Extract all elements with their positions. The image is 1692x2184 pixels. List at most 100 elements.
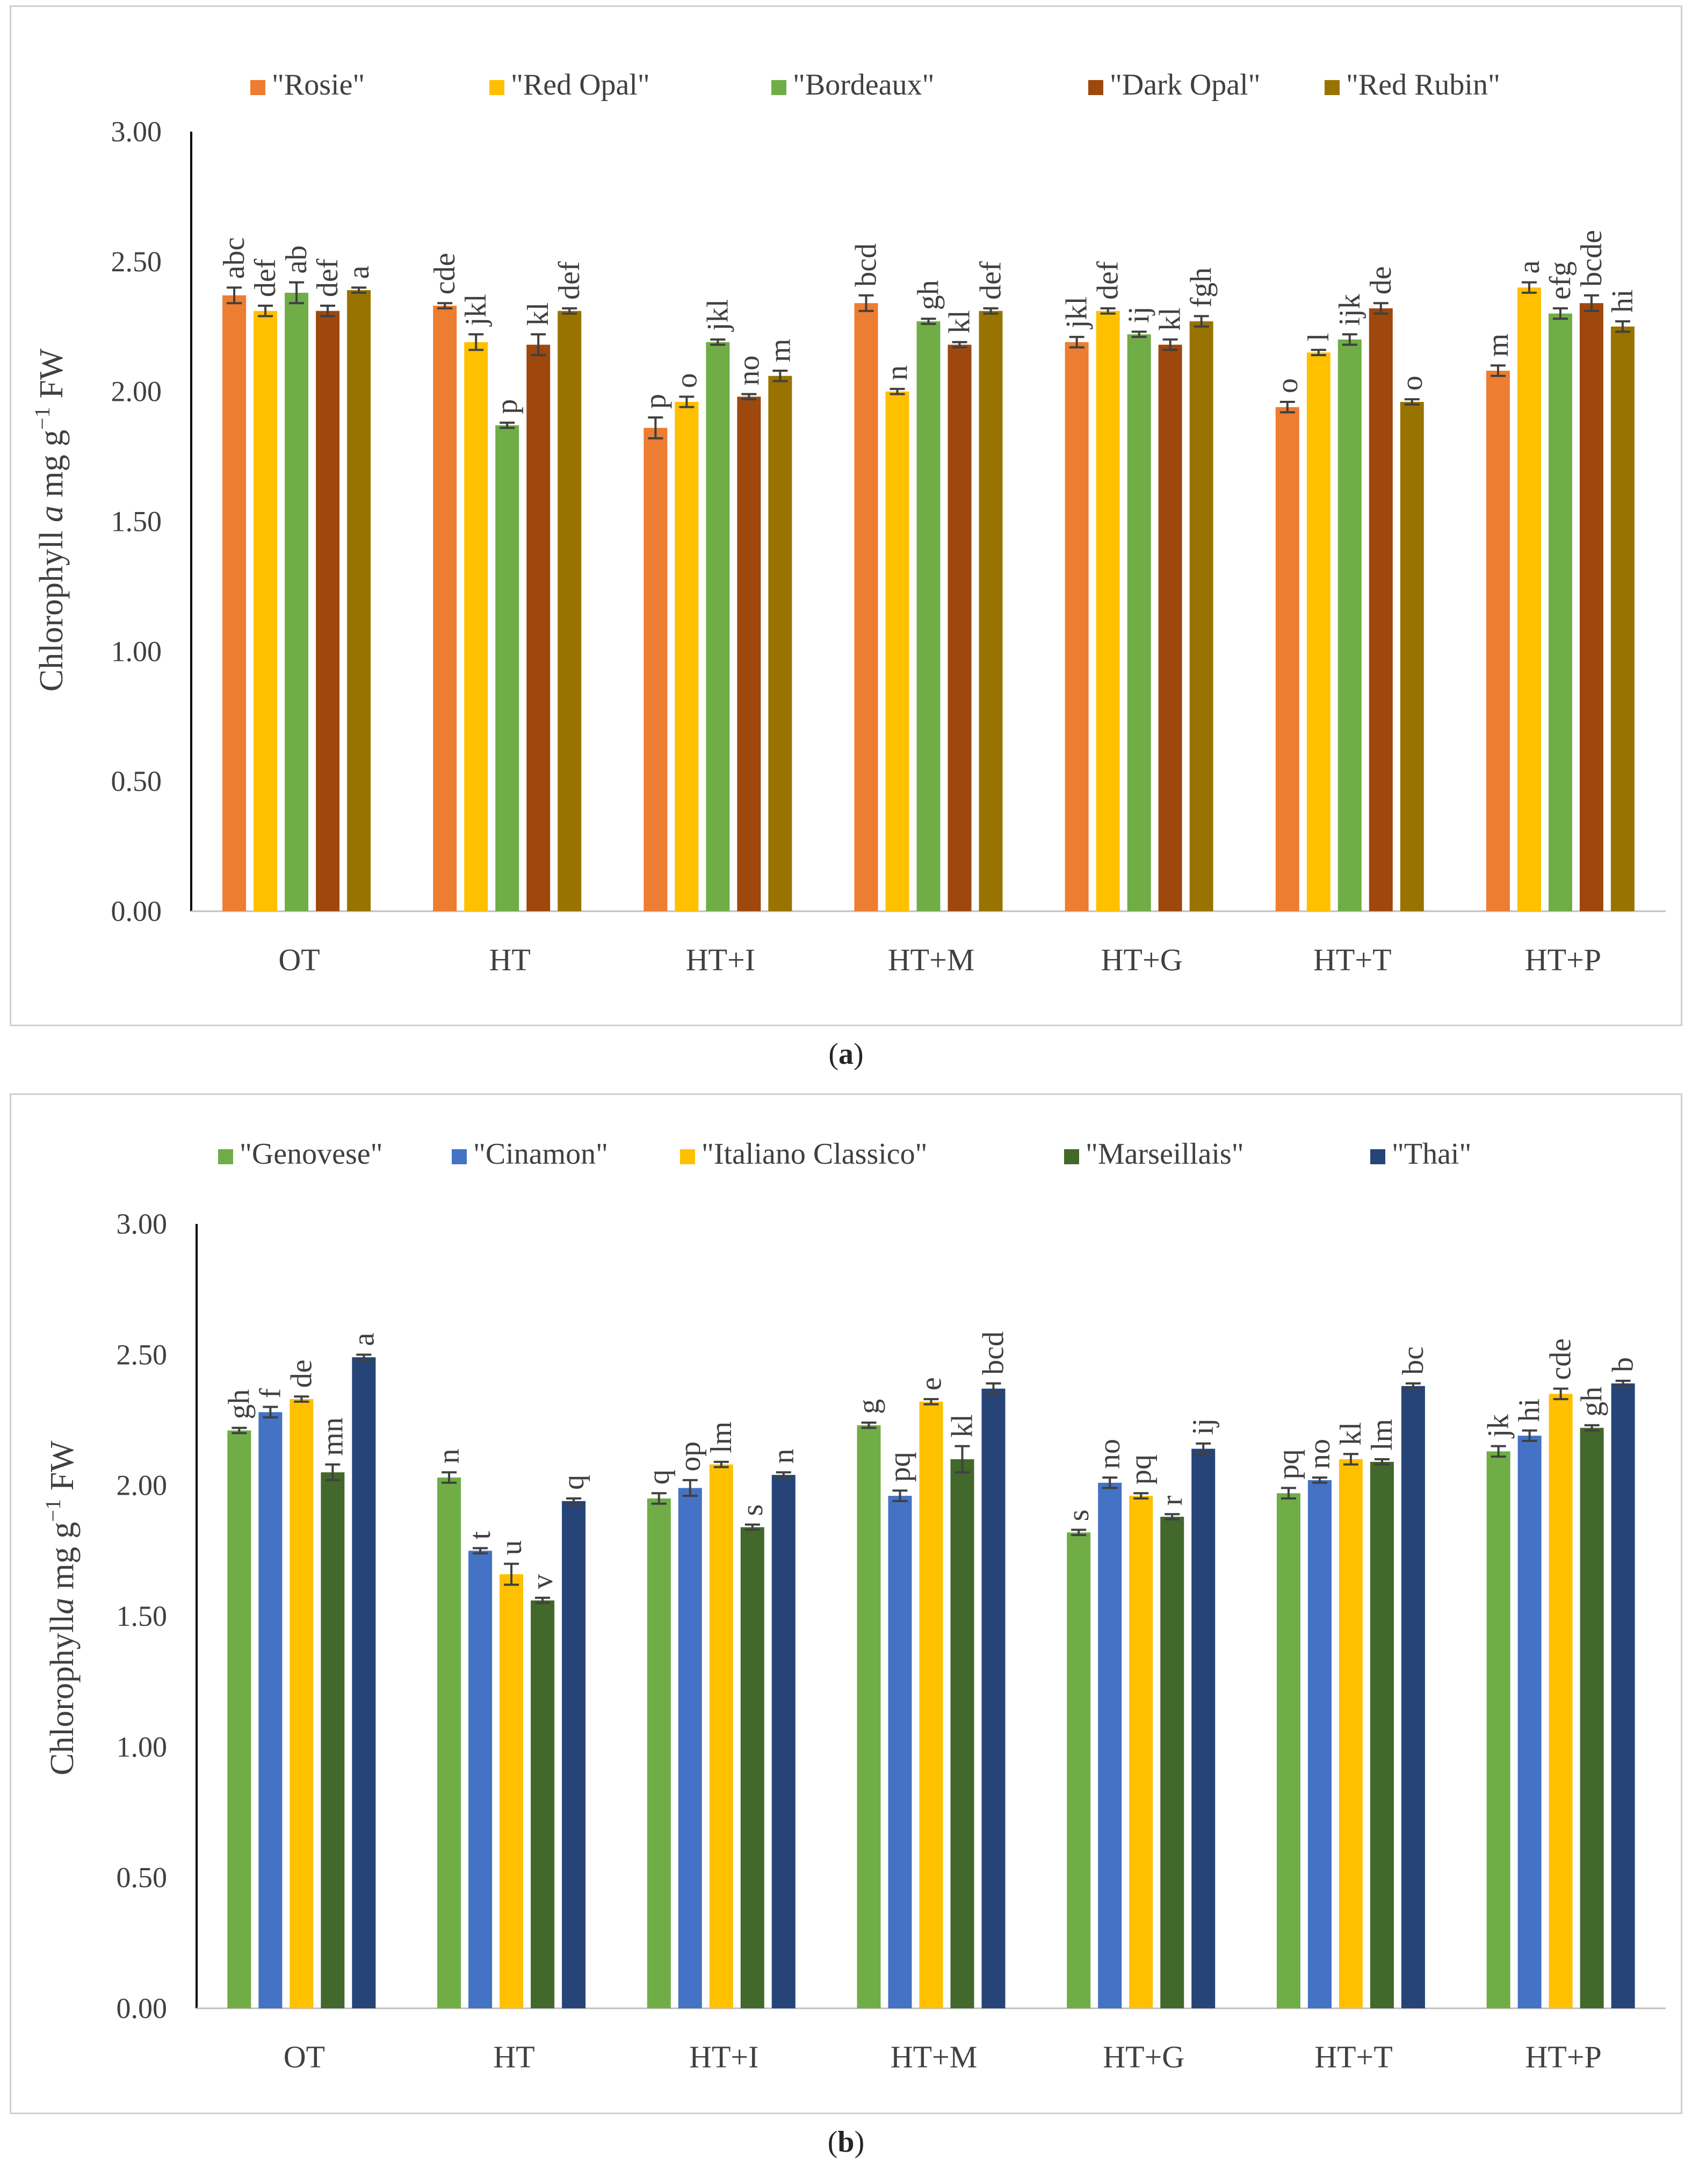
significance-letter: o <box>1271 378 1304 393</box>
y-axis-label-part: −1 <box>30 407 54 430</box>
bar <box>1339 1459 1363 2008</box>
significance-letter: op <box>674 1441 707 1472</box>
significance-letter: def <box>249 258 282 297</box>
significance-letter: v <box>526 1574 559 1589</box>
significance-letter: cde <box>1544 1338 1578 1380</box>
bar <box>709 1464 733 2008</box>
significance-letter: n <box>881 365 914 380</box>
bar <box>500 1574 524 2008</box>
significance-letter: def <box>1091 261 1125 300</box>
bar <box>316 311 340 911</box>
chart-panel-a: "Rosie" "Red Opal" "Bordeaux" "Dark Opal" "R… <box>10 5 1682 1026</box>
y-axis-label: Chlorophylla mg g−1 FW <box>41 1440 81 1775</box>
bar <box>285 292 309 912</box>
bar <box>1369 308 1393 911</box>
legend-swatch-0 <box>218 1149 233 1164</box>
bar <box>222 295 247 912</box>
legend-label-1: "Cinamon" <box>473 1137 608 1171</box>
significance-letter: abc <box>218 237 251 279</box>
bar <box>1191 1448 1216 2008</box>
y-axis-label-part: FW <box>44 1440 81 1499</box>
bar <box>1486 370 1510 911</box>
bar <box>950 1459 974 2008</box>
significance-letter: r <box>1155 1495 1189 1505</box>
significance-letter: e <box>915 1377 948 1390</box>
bar <box>888 1496 912 2008</box>
bar <box>1579 303 1603 911</box>
legend-label-0: "Genovese" <box>240 1137 383 1171</box>
chart-b-svg: "Genovese" "Cinamon" "Italiano Classico" "M… <box>41 1137 1666 2074</box>
y-tick-label: 3.00 <box>111 116 162 148</box>
x-tick-label: HT+T <box>1314 2039 1392 2074</box>
significance-letter: ijk <box>1333 294 1366 326</box>
y-tick-label: 2.50 <box>117 1338 168 1371</box>
significance-letter: lm <box>1365 1419 1399 1451</box>
y-tick-label: 0.50 <box>117 1862 168 1894</box>
bar <box>1096 311 1120 911</box>
legend-swatch-2 <box>771 80 786 95</box>
bar <box>531 1600 555 2008</box>
significance-letter: fgh <box>1185 268 1218 308</box>
significance-letter: def <box>311 258 344 297</box>
bar <box>495 425 519 911</box>
bar <box>1276 1493 1300 2008</box>
bar <box>433 306 457 911</box>
significance-letter: p <box>490 399 524 414</box>
bar <box>1275 407 1299 911</box>
y-tick-label: 2.00 <box>111 376 162 408</box>
significance-letter: l <box>1302 333 1335 342</box>
panel-caption-b: (b) <box>827 2125 865 2159</box>
y-axis-label-part: Chlorophyll <box>44 1614 81 1776</box>
bar <box>1160 1517 1184 2008</box>
bar <box>1517 287 1541 912</box>
y-axis-label-part: FW <box>33 348 70 407</box>
x-tick-label: HT+G <box>1101 942 1183 977</box>
bar <box>1189 321 1213 911</box>
legend-swatch-0 <box>250 80 265 95</box>
legend-label-1: "Red Opal" <box>511 68 650 102</box>
y-tick-label: 0.50 <box>111 765 162 797</box>
significance-letter: mn <box>316 1417 349 1456</box>
significance-letter: s <box>1062 1510 1095 1522</box>
significance-letter: g <box>852 1399 886 1414</box>
significance-letter: jkl <box>1060 297 1094 329</box>
bar <box>1611 1383 1635 2008</box>
legend-label-2: "Italiano Classico" <box>702 1137 928 1171</box>
bar <box>1127 334 1151 911</box>
bar <box>854 303 878 911</box>
significance-letter: lm <box>705 1422 738 1453</box>
y-tick-label: 1.50 <box>117 1600 168 1632</box>
x-tick-label: HT+M <box>891 2039 978 2074</box>
y-axis-label-part: mg g <box>33 430 70 506</box>
x-tick-label: HT+I <box>686 942 755 977</box>
significance-letter: m <box>763 338 797 362</box>
significance-letter: no <box>1093 1439 1126 1469</box>
significance-letter: jk <box>1482 1414 1515 1439</box>
x-tick-label: HT+T <box>1313 942 1391 977</box>
bar <box>1370 1461 1394 2008</box>
y-tick-label: 2.00 <box>117 1469 168 1502</box>
bar <box>258 1412 283 2008</box>
x-tick-label: HT+P <box>1525 2039 1602 2074</box>
significance-letter: bc <box>1397 1346 1430 1375</box>
bar <box>948 344 972 911</box>
significance-letter: kl <box>943 310 977 334</box>
bar <box>1098 1482 1122 2008</box>
bar <box>643 428 668 911</box>
bar <box>1307 1480 1332 2008</box>
x-tick-label: HT+M <box>888 942 975 977</box>
legend-swatch-2 <box>680 1149 695 1164</box>
bar <box>290 1399 314 2008</box>
y-axis-label-part: a <box>33 506 70 522</box>
bar <box>1065 342 1089 911</box>
chart-panel-b: "Genovese" "Cinamon" "Italiano Classico" "M… <box>10 1093 1682 2114</box>
bar <box>1158 344 1182 911</box>
bar <box>1129 1496 1153 2008</box>
bar <box>464 342 488 911</box>
significance-letter: p <box>639 394 672 409</box>
significance-letter: a <box>342 265 375 279</box>
bar <box>526 344 551 911</box>
bar <box>1548 313 1572 911</box>
significance-letter: q <box>557 1475 590 1490</box>
significance-letter: kl <box>1334 1422 1368 1446</box>
